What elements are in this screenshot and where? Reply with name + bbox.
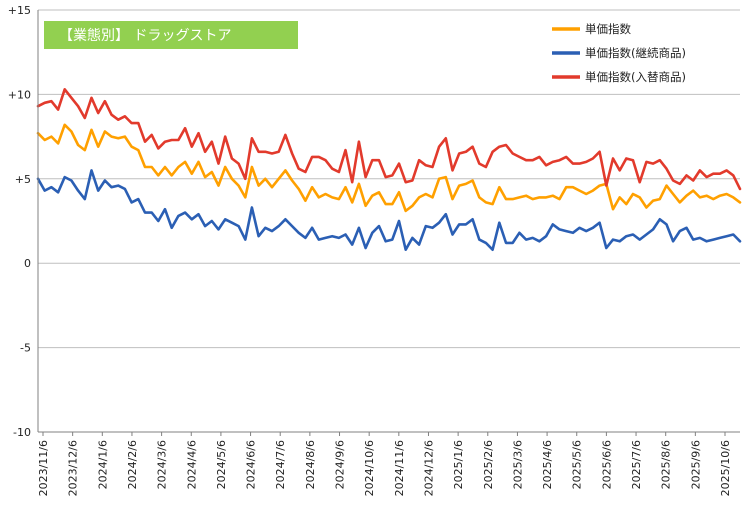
- x-tick-label-20: 2025/7/6: [630, 440, 643, 489]
- legend-item-replacement-items: 単価指数(入替商品): [552, 70, 686, 84]
- legend: 単価指数 単価指数(継続商品) 単価指数(入替商品): [552, 22, 686, 84]
- y-tick-label-5: +15: [8, 4, 31, 17]
- x-tick-label-3: 2024/2/6: [126, 440, 139, 489]
- y-tick-label-0: -10: [13, 426, 31, 439]
- legend-label-1: 単価指数(継続商品): [585, 46, 686, 60]
- x-tick-label-2: 2024/1/6: [96, 440, 109, 489]
- legend-item-continuing-items: 単価指数(継続商品): [552, 46, 686, 60]
- y-tick-label-4: +10: [8, 88, 31, 101]
- x-tick-label-19: 2025/6/6: [600, 440, 613, 489]
- chart-title: 【業態別】 ドラッグストア: [59, 28, 231, 44]
- series-lines: [36, 88, 742, 251]
- x-tick-label-18: 2025/5/6: [571, 440, 584, 489]
- x-tick-label-22: 2025/9/6: [689, 440, 702, 489]
- x-tick-label-11: 2024/10/6: [363, 440, 376, 496]
- x-tick-label-8: 2024/7/6: [274, 440, 287, 489]
- x-tick-label-15: 2025/2/6: [482, 440, 495, 489]
- x-tick-label-21: 2025/8/6: [660, 440, 673, 489]
- x-tick-label-23: 2025/10/6: [719, 440, 732, 496]
- x-tick-label-13: 2024/12/6: [422, 440, 435, 496]
- axes: [37, 10, 740, 433]
- x-tick-label-14: 2025/1/6: [452, 440, 465, 489]
- x-tick-label-1: 2023/12/6: [67, 440, 80, 496]
- legend-label-2: 単価指数(入替商品): [585, 70, 686, 84]
- x-tick-label-17: 2025/4/6: [541, 440, 554, 489]
- series-line-0: [36, 123, 742, 213]
- x-axis-ticks: 2023/11/6 2023/12/6 2024/1/6 2024/2/6 2024/3…: [37, 432, 732, 496]
- legend-item-unit-price-index: 単価指数: [552, 22, 631, 36]
- y-tick-label-1: -5: [20, 342, 31, 355]
- x-tick-label-4: 2024/3/6: [156, 440, 169, 489]
- x-tick-label-7: 2024/6/6: [245, 440, 258, 489]
- series-line-1: [36, 169, 742, 251]
- x-tick-label-6: 2024/5/6: [215, 440, 228, 489]
- y-tick-label-3: +5: [15, 173, 31, 186]
- y-axis-ticks: -10 -5 0 +5 +10 +15: [8, 4, 31, 439]
- y-tick-label-2: 0: [24, 257, 31, 270]
- series-line-2: [36, 88, 742, 191]
- x-tick-label-9: 2024/8/6: [304, 440, 317, 489]
- x-tick-label-0: 2023/11/6: [37, 440, 50, 496]
- x-tick-label-10: 2024/9/6: [334, 440, 347, 489]
- chart-title-background: [44, 21, 298, 49]
- chart-title-box: 【業態別】 ドラッグストア: [44, 21, 298, 49]
- legend-label-0: 単価指数: [585, 22, 631, 36]
- x-tick-label-16: 2025/3/6: [511, 440, 524, 489]
- x-tick-label-12: 2024/11/6: [393, 440, 406, 496]
- x-tick-label-5: 2024/4/6: [185, 440, 198, 489]
